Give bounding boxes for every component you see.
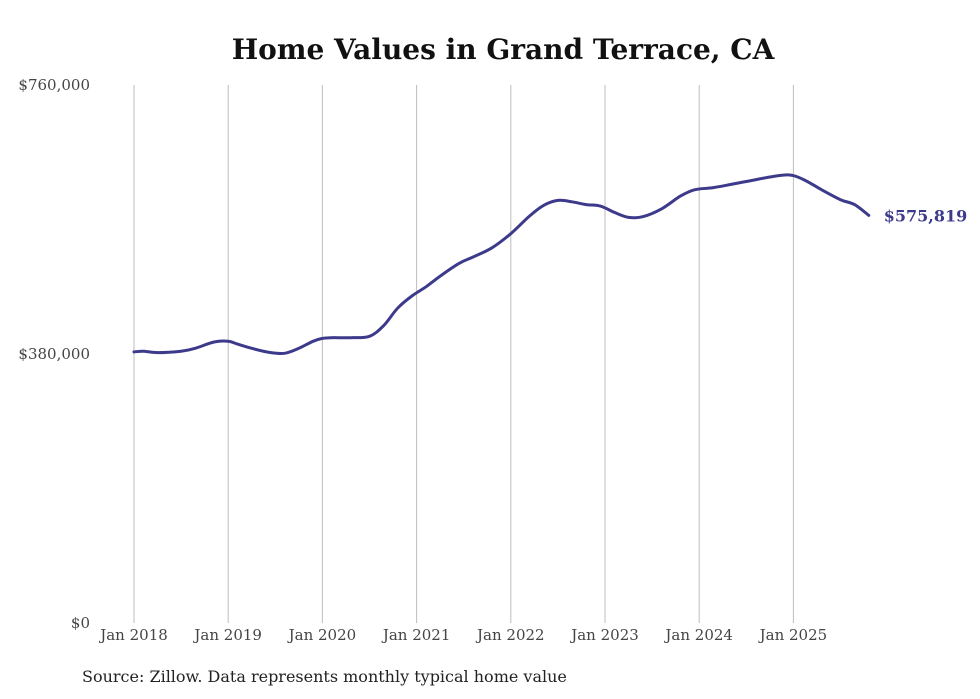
y-tick-label: $380,000 [18, 345, 90, 363]
x-tick-label: Jan 2020 [287, 626, 357, 644]
source-note: Source: Zillow. Data represents monthly … [82, 667, 567, 686]
y-axis-tick-labels: $0 $380,000 $760,000 [18, 76, 90, 632]
x-tick-label: Jan 2021 [381, 626, 451, 644]
x-tick-label: Jan 2025 [758, 626, 828, 644]
y-tick-label: $760,000 [18, 76, 90, 94]
x-tick-label: Jan 2018 [98, 626, 168, 644]
chart-title: Home Values in Grand Terrace, CA [232, 33, 776, 66]
series-line-home-value [132, 173, 871, 356]
y-tick-label: $0 [71, 614, 90, 632]
x-tick-label: Jan 2024 [663, 626, 733, 644]
x-tick-label: Jan 2022 [475, 626, 545, 644]
end-value-label: $575,819 [884, 206, 968, 225]
x-axis-tick-labels: Jan 2018 Jan 2019 Jan 2020 Jan 2021 Jan 2022… [98, 626, 827, 644]
x-tick-label: Jan 2019 [192, 626, 262, 644]
gridlines [133, 85, 794, 623]
x-tick-label: Jan 2023 [569, 626, 639, 644]
